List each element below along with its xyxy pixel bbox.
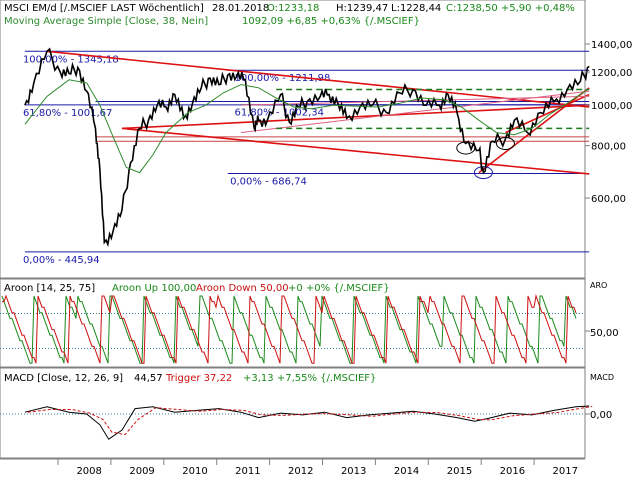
fib-label: 0,00% - 445,94 [23,255,100,266]
price-y-tick-label: 800,00 [591,142,626,153]
macd-value: 44,57 [134,373,163,384]
sma-line [24,79,590,174]
x-tick-label: 2008 [76,466,101,477]
price-y-tick-label: 1200,00 [591,68,632,79]
x-tick-label: 2013 [341,466,366,477]
macd-trigger-label: Trigger 37,22 [165,373,232,384]
price-panel [0,0,586,279]
header-low: L:1228,44 [391,3,441,14]
macd-label: MACD [Close, 12, 26, 9] [4,373,123,384]
aroon-y-tick: 50,00 [590,328,619,339]
macd-trigger-line [27,405,593,436]
aroon-axis-tag: ARO [590,281,607,290]
x-tick-label: 2015 [447,466,472,477]
macd-series [24,405,593,440]
header-instrument: MSCI EM/d [/.MSCIEF LAST Wöchentlich] [4,3,204,14]
price-annotations: 100,00% - 1345,18 100,00% - 1211,98 61,80%… [23,50,590,266]
fib-label: 100,00% - 1345,18 [23,54,119,65]
channel-line [240,90,590,134]
x-tick-label: 2010 [182,466,207,477]
macd-axis-tag: MACD [590,373,614,382]
fib-label: 100,00% - 1211,98 [235,73,331,84]
aroon-up-label: Aroon Up 100,00 [112,283,196,294]
header-high: H:1239,47 [336,3,388,14]
aroon-down-label: Aroon Down 50,00 [196,283,289,294]
fib-label: 61,80% - 1001,67 [23,108,112,119]
header-close-change: C:1238,50 +5,90 +0,48% [446,3,575,14]
price-line [24,47,590,248]
trend-line [478,87,590,174]
price-y-tick-label: 1000,00 [591,101,632,112]
price-y-tick-label: 1400,00 [591,40,632,51]
aroon-change: +0 +0% {/.MSCIEF} [288,283,390,294]
x-axis: 2008 2009 2010 2011 2012 2013 2014 2015 2016 2017 [57,459,578,477]
fib-label: 0,00% - 686,74 [230,176,307,187]
aroon-up-line [1,295,577,364]
bottom-marker [473,166,493,180]
x-tick-label: 2012 [288,466,313,477]
x-tick-label: 2017 [553,466,578,477]
header-open: O:1233,18 [267,3,319,14]
macd-line [24,405,590,440]
macd-change: +3,13 +7,55% {/.MSCIEF} [243,373,376,384]
aroon-levels [0,313,590,349]
aroon-series [1,294,577,364]
x-tick-label: 2011 [235,466,260,477]
fib-label: 61,80% - 1002,34 [235,108,324,119]
sma-value: 1092,09 +6,85 +0,63% {/.MSCIEF} [242,16,420,27]
x-tick-label: 2009 [129,466,154,477]
trend-line [121,104,590,130]
trend-line [46,50,590,108]
price-series [24,47,590,248]
macd-panel [0,367,586,459]
sma-label: Moving Average Simple [Close, 38, Nein] [4,16,208,27]
price-y-axis: 1400,00 1200,00 1000,00 800,00 600,00 [585,40,632,205]
macd-y-tick: 0,00 [590,410,612,421]
aroon-down-line [2,294,577,364]
header-date: 28.01.2018 [212,3,269,14]
price-y-tick-label: 600,00 [591,194,626,205]
trend-line [121,127,590,175]
x-tick-label: 2016 [500,466,525,477]
aroon-label: Aroon [14, 25, 75] [4,283,95,294]
x-tick-label: 2014 [394,466,419,477]
